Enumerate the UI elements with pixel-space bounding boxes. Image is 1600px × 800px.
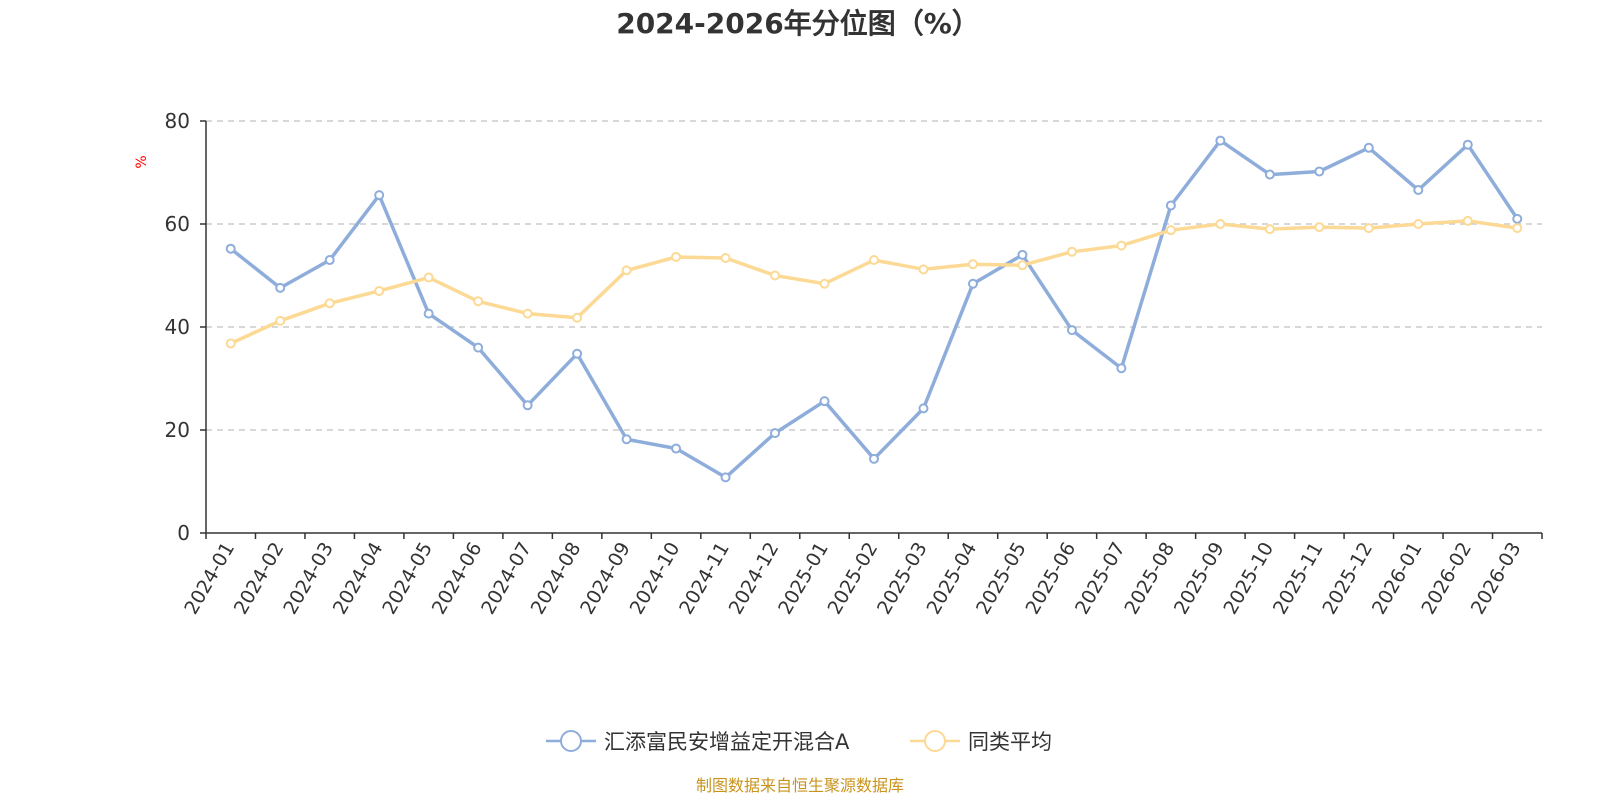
legend-item-1[interactable]: 汇添富民安增益定开混合A	[546, 730, 850, 754]
series-line-2	[228, 219, 1520, 346]
data-point-s1-2024-12[interactable]	[770, 428, 781, 439]
y-tick-labels: 0 20 40 60 80	[165, 109, 190, 545]
data-point-s2-2024-07[interactable]	[522, 308, 533, 319]
series-line-1	[228, 138, 1520, 480]
data-point-s2-2024-01[interactable]	[225, 338, 236, 349]
data-point-s1-2025-12[interactable]	[1363, 142, 1374, 153]
data-point-s2-2024-06[interactable]	[473, 296, 484, 307]
data-point-s2-2025-12[interactable]	[1363, 223, 1374, 234]
data-point-s2-2024-02[interactable]	[275, 315, 286, 326]
data-point-s1-2026-01[interactable]	[1413, 185, 1424, 196]
data-point-s1-2025-05[interactable]	[1017, 249, 1028, 260]
data-point-s2-2024-04[interactable]	[374, 285, 385, 296]
data-point-s1-2024-03[interactable]	[324, 255, 335, 266]
data-point-s2-2026-02[interactable]	[1462, 215, 1473, 226]
data-point-s1-2025-04[interactable]	[967, 278, 978, 289]
data-point-s1-2024-05[interactable]	[423, 308, 434, 319]
legend-label-1: 汇添富民安增益定开混合A	[604, 730, 850, 754]
data-point-s1-2025-11[interactable]	[1314, 166, 1325, 177]
y-tick-label-60: 60	[165, 212, 190, 236]
data-point-s1-2024-08[interactable]	[572, 348, 583, 359]
data-point-s1-2024-09[interactable]	[621, 434, 632, 445]
data-point-s2-2025-05[interactable]	[1017, 260, 1028, 271]
data-point-s2-2025-11[interactable]	[1314, 222, 1325, 233]
data-point-s2-2024-12[interactable]	[770, 270, 781, 281]
chart-title: 2024-2026年分位图（%）	[616, 7, 980, 40]
data-point-s2-2026-01[interactable]	[1413, 219, 1424, 229]
data-point-s2-2024-03[interactable]	[324, 298, 335, 309]
data-point-s2-2025-09[interactable]	[1215, 219, 1226, 229]
data-point-s1-2024-02[interactable]	[275, 282, 286, 293]
data-point-s2-2024-11[interactable]	[720, 252, 731, 263]
data-point-s1-2025-09[interactable]	[1215, 135, 1226, 146]
data-point-s1-2024-07[interactable]	[522, 400, 533, 411]
data-point-s2-2025-01[interactable]	[819, 278, 830, 289]
data-point-s2-2025-04[interactable]	[967, 259, 978, 270]
data-point-s2-2024-10[interactable]	[671, 251, 682, 262]
data-point-s1-2025-08[interactable]	[1165, 200, 1176, 211]
legend-marker-2	[924, 730, 946, 752]
y-tick-label-20: 20	[165, 418, 190, 442]
axes	[200, 120, 1543, 539]
data-point-s2-2025-02[interactable]	[869, 255, 879, 266]
series-layer	[225, 135, 1523, 483]
data-point-s1-2025-06[interactable]	[1066, 325, 1077, 336]
data-point-s1-2025-10[interactable]	[1264, 169, 1275, 180]
data-point-s2-2025-08[interactable]	[1165, 225, 1176, 236]
y-tick-label-0: 0	[177, 521, 190, 545]
data-point-s1-2025-03[interactable]	[918, 403, 929, 414]
legend-marker-1	[560, 730, 582, 752]
data-point-s2-2025-06[interactable]	[1066, 246, 1077, 257]
data-point-s1-2025-01[interactable]	[819, 396, 830, 407]
data-point-s2-2025-10[interactable]	[1264, 224, 1275, 235]
gridlines	[206, 120, 1542, 431]
data-point-s1-2024-11[interactable]	[720, 472, 731, 483]
legend[interactable]: 汇添富民安增益定开混合A 同类平均	[546, 730, 1052, 754]
y-tick-label-40: 40	[165, 315, 190, 339]
data-point-s2-2024-08[interactable]	[572, 312, 583, 323]
x-tick-labels: 2024-012024-022024-032024-042024-052024-…	[180, 538, 1525, 618]
data-point-s2-2025-03[interactable]	[918, 264, 929, 275]
data-point-s1-2024-01[interactable]	[225, 243, 236, 254]
data-point-s1-2024-10[interactable]	[671, 443, 682, 454]
legend-label-2: 同类平均	[968, 730, 1052, 754]
data-point-s1-2025-02[interactable]	[869, 453, 879, 464]
data-point-s1-2026-03[interactable]	[1512, 213, 1523, 224]
data-point-s1-2026-02[interactable]	[1462, 139, 1473, 150]
source-note: 制图数据来自恒生聚源数据库	[696, 776, 904, 795]
data-point-s2-2024-09[interactable]	[621, 265, 632, 276]
data-point-s1-2024-06[interactable]	[473, 342, 484, 353]
data-point-s1-2024-04[interactable]	[374, 190, 385, 201]
data-point-s2-2025-07[interactable]	[1116, 240, 1127, 251]
legend-item-2[interactable]: 同类平均	[910, 730, 1052, 754]
y-axis-label: %	[134, 155, 150, 168]
data-point-s2-2026-03[interactable]	[1512, 223, 1523, 234]
data-point-s2-2024-05[interactable]	[423, 272, 434, 283]
y-tick-label-80: 80	[165, 109, 190, 133]
data-point-s1-2025-07[interactable]	[1116, 363, 1127, 374]
x-tick-label-2026-03: 2026-03	[1467, 539, 1526, 619]
